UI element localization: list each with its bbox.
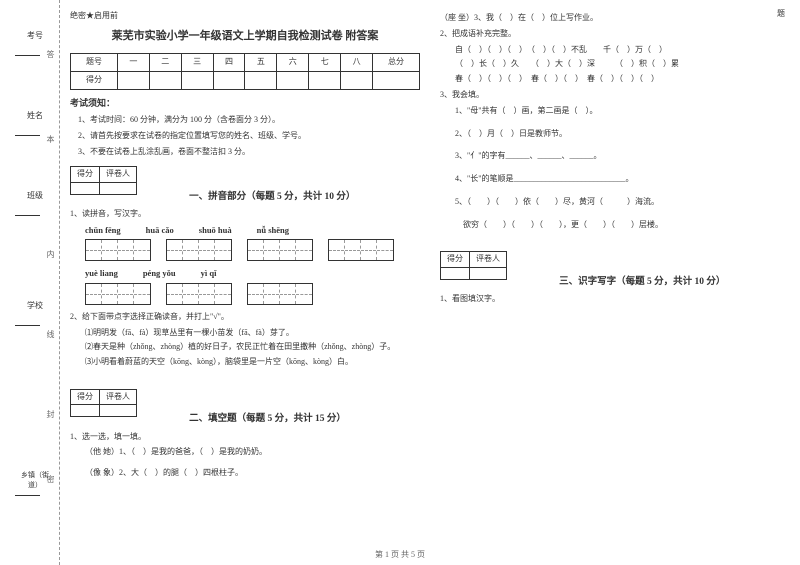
q2-3: 3、我会填。 [440,89,790,102]
th: 一 [117,54,149,72]
q3-item: 3、"亻"的字有______、______、______。 [455,150,790,163]
eval-box-3: 得分评卷人 [440,251,507,280]
field-line [15,215,40,216]
marker-ben: 本 [45,135,56,143]
q2-1-line: （像 象）2、大（ ）的腿（ ）四根柱子。 [85,467,420,480]
q3-item: 欲穷（ ）（ ）（ ），更（ ）（ ）层楼。 [455,219,790,232]
th: 八 [341,54,373,72]
char-grid [247,283,313,305]
field-line [15,55,40,56]
q1-2-1: ⑴明明发（fā、fà）现草丛里有一棵小苗发（fā、fà）芽了。 [85,327,420,340]
section-1-title: 一、拼音部分（每题 5 分，共计 10 分） [189,192,355,202]
marker-xian: 线 [45,330,56,338]
eval-person: 评卷人 [100,389,137,405]
td: 得分 [71,72,118,90]
table-row: 得分 [71,72,420,90]
table-row: 题号 一 二 三 四 五 六 七 八 总分 [71,54,420,72]
right-column: （座 坐）3、我（ ）在（ ）位上写作业。 2、把成语补充完整。 自（ ）（ ）… [440,10,790,550]
grid-row-1 [85,239,420,261]
char-grid [85,239,151,261]
q2-1: 1、选一选，填一填。 [70,431,420,444]
q1-2-2: ⑵春天是种（zhǒng、zhòng）植的好日子，农民正忙着在田里撒种（zhǒng… [85,341,420,354]
th: 总分 [373,54,420,72]
field-class: 班级 [20,190,50,201]
eval-score: 得分 [71,166,100,182]
marker-mi: 密 [45,475,56,483]
idiom-line: 自（ ）（ ）（ ） （ ）（ ）不乱 千（ ）万（ ） [455,44,790,57]
q1-1: 1、读拼音，写汉字。 [70,208,420,221]
cont-line: （座 坐）3、我（ ）在（ ）位上写作业。 [440,12,790,25]
page-content: 绝密★启用前 莱芜市实验小学一年级语文上学期自我检测试卷 附答案 题号 一 二 … [70,10,790,550]
q2-1-line: （他 她）1、（ ）是我的爸爸，（ ）是我的奶奶。 [85,446,420,459]
exam-title: 莱芜市实验小学一年级语文上学期自我检测试卷 附答案 [70,28,420,46]
grid-row-2 [85,283,420,305]
th: 四 [213,54,245,72]
char-grid [85,283,151,305]
notice-item: 1、考试时间：60 分钟，满分为 100 分（含卷面分 3 分）。 [70,114,420,127]
section-3-title: 三、识字写字（每题 5 分，共计 10 分） [559,277,725,287]
field-name: 姓名 [20,110,50,121]
marker-feng: 封 [45,410,56,418]
q1-2-3: ⑶小明看着蔚蓝的天空（kōng、kòng），脑袋里是一片空（kōng、kòng）… [85,356,420,369]
marker-answer: 答 [45,50,56,58]
field-exam-id: 考号 [20,30,50,41]
secret-mark: 绝密★启用前 [70,10,420,23]
th: 二 [149,54,181,72]
notice-item: 2、请首先按要求在试卷的指定位置填写您的姓名、班级、学号。 [70,130,420,143]
pinyin: huā cǎo [146,224,174,238]
q3-item: 2、（ ）月（ ）日是教师节。 [455,128,790,141]
th: 六 [277,54,309,72]
page-footer: 第 1 页 共 5 页 [0,549,800,560]
field-line [15,135,40,136]
pinyin: nǚ shēng [257,224,289,238]
th: 三 [181,54,213,72]
eval-score: 得分 [441,252,470,268]
th: 七 [309,54,341,72]
eval-box: 得分评卷人 [70,166,137,195]
eval-score: 得分 [71,389,100,405]
char-grid [247,239,313,261]
q3-item: 5、（ ）（ ）依（ ）尽，黄河（ ）海流。 [455,196,790,209]
q2-2: 2、把成语补充完整。 [440,28,790,41]
score-table: 题号 一 二 三 四 五 六 七 八 总分 得分 [70,53,420,90]
pinyin: yuè liang [85,267,118,281]
left-column: 绝密★启用前 莱芜市实验小学一年级语文上学期自我检测试卷 附答案 题号 一 二 … [70,10,420,550]
pinyin-row-1: chūn fēng huā cǎo shuō huà nǚ shēng [85,224,420,238]
pinyin: shuō huà [199,224,232,238]
char-grid [166,239,232,261]
pinyin: péng yǒu [143,267,176,281]
th: 题号 [71,54,118,72]
pinyin: chūn fēng [85,224,121,238]
idiom-line: 春（ ）（ ）（ ） 春（ ）（ ） 春（ ）（ ）（ ） [455,73,790,86]
field-line [15,495,40,496]
q3-item: 4、"长"的笔顺是____________________________。 [455,173,790,186]
idiom-line: （ ）长（ ）久 （ ）大（ ）深 （ ）积（ ）累 [455,58,790,71]
notice-item: 3、不要在试卷上乱涂乱画，卷面不整洁扣 3 分。 [70,146,420,159]
binding-margin: 考号 答 姓名 本 班级 内 学校 线 封 乡镇（街道） 密 [0,0,60,565]
eval-person: 评卷人 [100,166,137,182]
q3-1: 1、看图填汉字。 [440,293,790,306]
field-school: 学校 [20,300,50,311]
eval-person: 评卷人 [470,252,507,268]
char-grid [328,239,394,261]
eval-box-2: 得分评卷人 [70,389,137,418]
marker-nei: 内 [45,250,56,258]
notice-title: 考试须知： [70,96,420,110]
section-2-title: 二、填空题（每题 5 分，共计 15 分） [189,414,346,424]
pinyin: yì qǐ [201,267,217,281]
q3-item: 1、"母"共有（ ）画，第二画是（ ）。 [455,105,790,118]
th: 五 [245,54,277,72]
pinyin-row-2: yuè liang péng yǒu yì qǐ [85,267,420,281]
field-line [15,325,40,326]
q1-2: 2、给下面带点字选择正确读音，并打上"√"。 [70,311,420,324]
char-grid [166,283,232,305]
